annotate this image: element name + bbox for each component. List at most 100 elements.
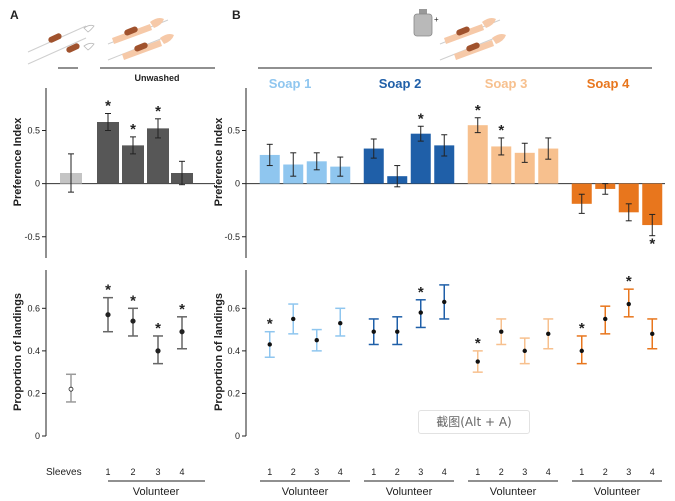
a-landing-star: * <box>155 320 161 337</box>
b-bar <box>467 125 488 184</box>
b-bottom-y-tick-label: 0.4 <box>227 346 240 356</box>
a-volunteer-tick: 3 <box>155 467 160 477</box>
a-bar <box>122 145 144 184</box>
unwashed-label: Unwashed <box>134 73 179 83</box>
b-significance-star: * <box>418 110 424 127</box>
b-volunteer-tick: 3 <box>418 467 423 477</box>
b-bottom-ylabel: Proportion of landings <box>213 293 225 411</box>
b-point <box>475 359 480 364</box>
b-point <box>395 329 400 334</box>
b-bar <box>618 183 639 213</box>
b-bar <box>571 183 592 204</box>
a-top-y-tick-label: 0.5 <box>27 126 40 136</box>
b-point <box>267 342 272 347</box>
b-bottom-y-tick-label: 0.2 <box>227 388 240 398</box>
b-volunteer-tick: 1 <box>475 467 480 477</box>
b-bar <box>514 152 535 184</box>
soap-header-2: Soap 2 <box>379 76 422 91</box>
a-landing-star: * <box>130 292 136 309</box>
b-point <box>291 316 296 322</box>
b-top-y-tick-label: 0 <box>235 179 240 189</box>
panel-label-a: A <box>10 8 19 22</box>
b-landing-star: * <box>626 273 632 290</box>
b-volunteer-label: Volunteer <box>386 486 433 498</box>
b-top-ylabel: Preference Index <box>213 117 225 207</box>
b-significance-star: * <box>475 102 481 119</box>
soap-bottle-icon: + <box>413 9 439 37</box>
b-point <box>371 329 376 334</box>
b-point <box>579 348 584 354</box>
b-volunteer-tick: 3 <box>314 467 319 477</box>
b-point <box>522 348 527 354</box>
sleeve-illustration <box>27 24 95 65</box>
a-point <box>130 318 136 324</box>
b-bar <box>410 133 431 184</box>
b-volunteer-tick: 4 <box>338 467 343 477</box>
b-point <box>442 299 447 305</box>
sleeves-xlabel: Sleeves <box>46 467 82 478</box>
b-bar <box>491 146 512 184</box>
a-top-y-tick-label: -0.5 <box>24 232 40 242</box>
b-volunteer-tick: 3 <box>522 467 527 477</box>
b-bar <box>642 183 663 226</box>
screenshot-hint-overlay: 截图(Alt + A) <box>418 410 530 434</box>
b-landing-star: * <box>579 320 585 337</box>
b-significance-star: * <box>649 236 655 253</box>
a-significance-star: * <box>130 121 136 138</box>
b-bar <box>538 148 559 184</box>
b-volunteer-tick: 3 <box>626 467 631 477</box>
b-bar <box>306 161 327 184</box>
b-landing-star: * <box>267 316 273 333</box>
a-volunteer-label: Volunteer <box>133 486 180 498</box>
a-significance-star: * <box>155 103 161 120</box>
a-bottom-ylabel: Proportion of landings <box>12 293 24 411</box>
b-bar <box>259 154 280 184</box>
b-landing-star: * <box>418 284 424 301</box>
b-volunteer-tick: 4 <box>442 467 447 477</box>
b-significance-star: * <box>498 122 504 139</box>
panel-label-b: B <box>232 8 241 22</box>
b-volunteer-tick: 4 <box>650 467 655 477</box>
svg-text:+: + <box>434 15 439 24</box>
b-volunteer-tick: 2 <box>395 467 400 477</box>
b-volunteer-tick: 2 <box>499 467 504 477</box>
a-point <box>105 312 111 318</box>
a-landing-star: * <box>179 301 185 318</box>
b-volunteer-tick: 1 <box>267 467 272 477</box>
a-bottom-y-tick-label: 0.2 <box>27 388 40 398</box>
b-point <box>338 321 343 326</box>
a-volunteer-tick: 1 <box>105 467 110 477</box>
soap-header-1: Soap 1 <box>269 76 312 91</box>
a-bottom-y-tick-label: 0.4 <box>27 346 40 356</box>
soap-header-3: Soap 3 <box>485 76 528 91</box>
arm-illustration-unwashed <box>107 18 174 61</box>
b-landing-star: * <box>475 335 481 352</box>
a-volunteer-tick: 4 <box>179 467 184 477</box>
b-point <box>546 331 551 337</box>
a-bottom-y-tick-label: 0.6 <box>27 303 40 313</box>
b-volunteer-tick: 2 <box>603 467 608 477</box>
a-point <box>155 348 161 354</box>
b-point <box>650 331 655 337</box>
b-volunteer-tick: 1 <box>579 467 584 477</box>
b-top-y-tick-label: -0.5 <box>224 232 240 242</box>
arm-illustration-soap <box>439 18 506 61</box>
b-volunteer-tick: 2 <box>291 467 296 477</box>
soap-header-4: Soap 4 <box>587 76 630 91</box>
b-top-y-tick-label: 0.5 <box>227 126 240 136</box>
b-point <box>314 338 319 343</box>
b-volunteer-tick: 1 <box>371 467 376 477</box>
b-point <box>418 310 423 315</box>
a-point <box>68 386 74 392</box>
b-bottom-y-tick-label: 0 <box>235 431 240 441</box>
b-point <box>603 316 608 322</box>
b-volunteer-tick: 4 <box>546 467 551 477</box>
b-volunteer-label: Volunteer <box>282 486 329 498</box>
a-significance-star: * <box>105 98 111 115</box>
b-volunteer-label: Volunteer <box>594 486 641 498</box>
a-bottom-y-tick-label: 0 <box>35 431 40 441</box>
b-bar <box>434 145 455 184</box>
a-point <box>179 329 185 335</box>
b-bottom-y-tick-label: 0.6 <box>227 303 240 313</box>
